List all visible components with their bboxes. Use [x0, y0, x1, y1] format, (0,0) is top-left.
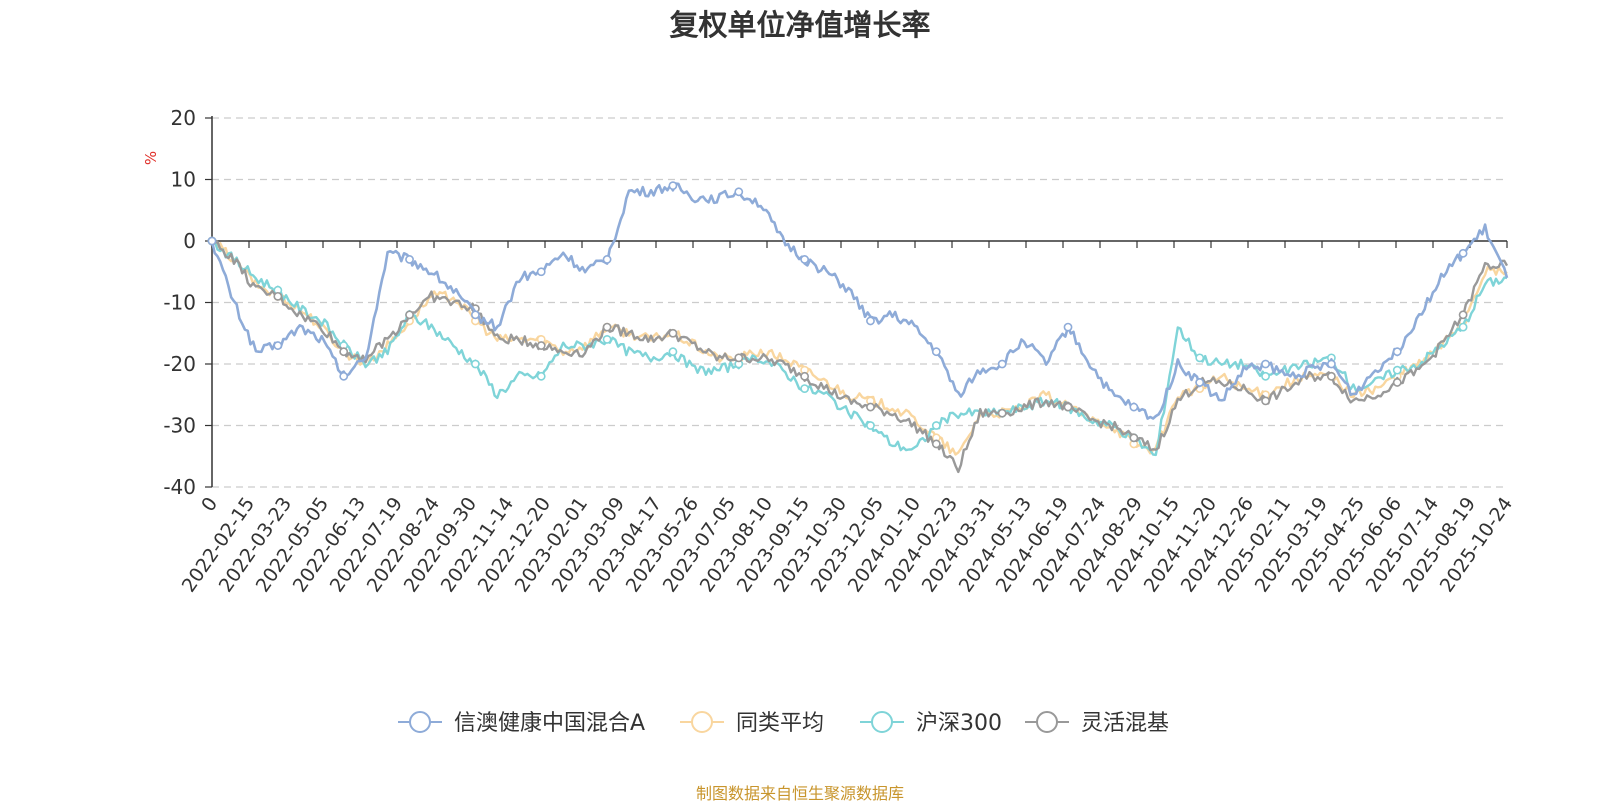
series-line-3: [211, 240, 1509, 474]
series-marker-0: [1195, 378, 1205, 387]
series-marker-2: [800, 384, 810, 393]
series-line-2: [211, 239, 1508, 457]
series-line-1: [211, 238, 1508, 456]
series-marker-3: [866, 402, 875, 412]
y-axis-label: %: [142, 151, 160, 165]
series-marker-0: [1327, 359, 1336, 369]
series-marker-3: [1458, 310, 1468, 320]
series-marker-0: [1063, 322, 1073, 332]
series-marker-0: [800, 255, 810, 264]
series-line-0: [210, 182, 1509, 420]
y-tick-label: 10: [171, 168, 196, 192]
series-marker-2: [1458, 322, 1468, 332]
series-marker-0: [339, 371, 349, 381]
series-marker-0: [734, 187, 744, 197]
series-marker-3: [1129, 433, 1139, 443]
series-layer: [207, 181, 1509, 474]
source-note: 制图数据来自恒生聚源数据库: [695, 784, 904, 803]
series-marker-0: [536, 267, 546, 277]
series-marker-3: [405, 310, 414, 320]
legend-label-3[interactable]: 灵活混基: [1081, 711, 1169, 736]
series-marker-2: [536, 371, 546, 381]
series-marker-2: [1195, 353, 1205, 363]
series-marker-0: [207, 236, 217, 246]
legend-label-2[interactable]: 沪深300: [916, 711, 1002, 736]
series-marker-3: [1327, 371, 1336, 381]
series-marker-0: [405, 255, 414, 264]
y-tick-label: 20: [171, 106, 196, 130]
legend-marker-2[interactable]: [871, 711, 893, 733]
series-marker-3: [1261, 396, 1270, 406]
axis-layer: 20100-10-20-30-40%02022-02-152022-03-232…: [142, 106, 1517, 596]
series-marker-0: [668, 181, 678, 191]
series-marker-3: [273, 291, 283, 301]
chart-title: 复权单位净值增长率: [669, 8, 931, 42]
series-marker-0: [931, 347, 941, 357]
series-marker-0: [273, 341, 283, 350]
y-tick-label: 0: [183, 229, 196, 253]
series-marker-3: [668, 328, 678, 338]
series-marker-3: [1063, 402, 1073, 412]
series-marker-2: [470, 359, 480, 369]
series-marker-0: [866, 316, 875, 326]
series-marker-2: [931, 421, 941, 430]
series-marker-3: [602, 322, 612, 332]
series-marker-0: [997, 359, 1007, 369]
y-tick-label: -20: [163, 352, 196, 376]
series-marker-2: [602, 334, 612, 344]
series-marker-0: [470, 310, 480, 320]
series-marker-3: [536, 341, 546, 350]
series-marker-3: [997, 408, 1007, 418]
series-marker-2: [1261, 371, 1270, 381]
grid-layer: [212, 117, 1507, 488]
y-tick-label: -30: [163, 414, 196, 438]
series-marker-0: [1261, 359, 1270, 369]
series-marker-2: [1392, 365, 1402, 375]
legend-marker-0[interactable]: [409, 711, 431, 733]
series-marker-2: [668, 347, 678, 357]
series-marker-2: [866, 421, 875, 430]
series-marker-3: [800, 371, 810, 381]
legend-label-1[interactable]: 同类平均: [736, 711, 824, 736]
y-tick-label: -40: [163, 475, 196, 499]
series-marker-3: [1392, 378, 1402, 387]
legend-marker-3[interactable]: [1036, 711, 1058, 733]
legend-marker-1[interactable]: [691, 711, 713, 733]
series-marker-0: [602, 255, 612, 264]
series-marker-0: [1129, 402, 1139, 412]
series-marker-3: [339, 347, 349, 357]
y-tick-label: -10: [163, 291, 196, 315]
legend-label-0[interactable]: 信澳健康中国混合A: [454, 711, 645, 736]
series-marker-0: [1392, 347, 1402, 357]
legend[interactable]: 信澳健康中国混合A 同类平均 沪深300 灵活混基: [398, 711, 1169, 736]
series-marker-0: [1458, 248, 1468, 258]
series-marker-3: [734, 353, 744, 363]
x-tick-label: 0: [197, 493, 222, 516]
series-marker-3: [931, 439, 941, 449]
